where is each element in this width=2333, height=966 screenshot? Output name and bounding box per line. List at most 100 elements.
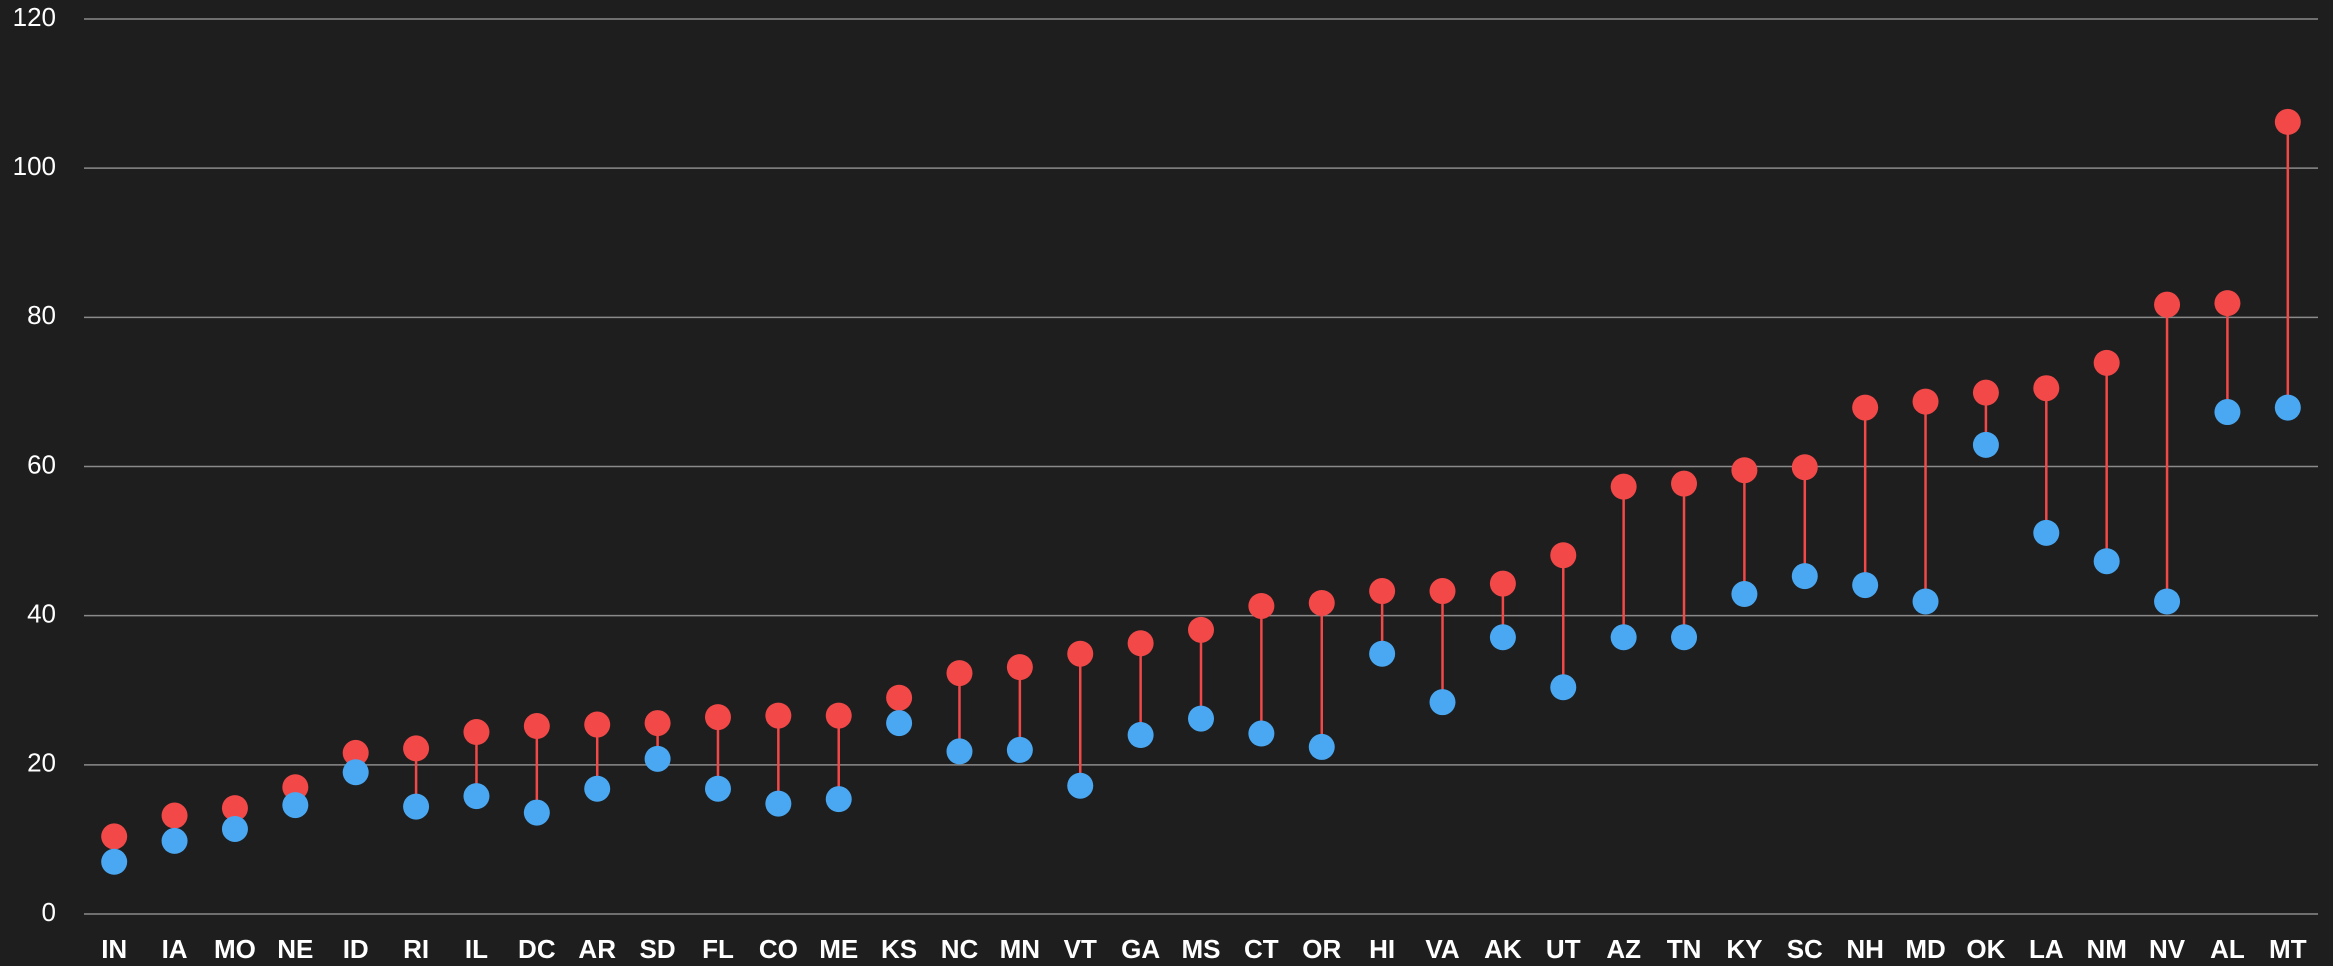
x-tick-label: AK bbox=[1484, 934, 1522, 964]
dot bbox=[1308, 733, 1335, 760]
dot bbox=[1671, 624, 1698, 651]
dot bbox=[342, 739, 369, 766]
dot bbox=[221, 795, 248, 822]
x-tick-label: MT bbox=[2269, 934, 2307, 964]
dot bbox=[644, 710, 671, 737]
dot bbox=[1791, 563, 1818, 590]
dot bbox=[1067, 640, 1094, 667]
dot bbox=[946, 660, 973, 687]
dot bbox=[1489, 570, 1516, 597]
x-tick-label: UT bbox=[1546, 934, 1581, 964]
dot bbox=[2033, 519, 2060, 546]
dot bbox=[1550, 674, 1577, 701]
dot bbox=[1791, 454, 1818, 481]
dot bbox=[523, 799, 550, 826]
dot bbox=[1248, 592, 1275, 619]
x-tick-label: CT bbox=[1244, 934, 1279, 964]
dot bbox=[1067, 772, 1094, 799]
x-tick-label: AR bbox=[578, 934, 616, 964]
dot bbox=[2214, 290, 2241, 317]
dot bbox=[1188, 616, 1214, 643]
x-tick-label: IA bbox=[162, 934, 188, 964]
x-tick-label: FL bbox=[702, 934, 734, 964]
dot bbox=[161, 827, 188, 854]
y-tick-label: 120 bbox=[13, 2, 56, 32]
dot bbox=[1308, 589, 1335, 616]
x-tick-label: ID bbox=[343, 934, 369, 964]
dot bbox=[282, 774, 309, 801]
dot bbox=[2274, 394, 2301, 421]
x-tick-label: VT bbox=[1064, 934, 1097, 964]
dot bbox=[1731, 581, 1758, 608]
x-tick-label: AZ bbox=[1606, 934, 1641, 964]
dot bbox=[523, 713, 550, 740]
dot bbox=[825, 702, 852, 729]
dot bbox=[946, 738, 973, 765]
dot bbox=[342, 759, 369, 786]
x-tick-label: TN bbox=[1667, 934, 1702, 964]
dot bbox=[2093, 349, 2120, 376]
dot bbox=[1127, 722, 1154, 748]
x-tick-label: VA bbox=[1425, 934, 1459, 964]
dot bbox=[886, 684, 913, 711]
dot bbox=[1671, 470, 1698, 497]
x-tick-label: ME bbox=[819, 934, 858, 964]
y-tick-label: 100 bbox=[13, 151, 56, 181]
x-tick-label: NM bbox=[2086, 934, 2126, 964]
dot bbox=[1429, 578, 1456, 605]
dot bbox=[1248, 720, 1275, 747]
dot bbox=[584, 711, 611, 738]
x-tick-label: IN bbox=[101, 934, 127, 964]
dot bbox=[403, 793, 430, 820]
dot bbox=[2154, 588, 2181, 615]
x-tick-label: MD bbox=[1905, 934, 1945, 964]
x-tick-label: NV bbox=[2149, 934, 2186, 964]
dot bbox=[1489, 624, 1516, 651]
dot bbox=[704, 775, 731, 802]
dot bbox=[463, 783, 490, 810]
dot bbox=[101, 848, 128, 875]
dot bbox=[1006, 654, 1033, 681]
x-tick-label: NE bbox=[277, 934, 313, 964]
dot bbox=[2093, 548, 2120, 575]
dot bbox=[765, 702, 792, 729]
x-tick-label: CO bbox=[759, 934, 798, 964]
dot bbox=[403, 735, 430, 762]
y-tick-label: 20 bbox=[27, 748, 56, 778]
dot bbox=[1429, 689, 1456, 716]
x-tick-label: AL bbox=[2210, 934, 2245, 964]
x-tick-label: OK bbox=[1966, 934, 2005, 964]
dot bbox=[1972, 379, 1999, 406]
dot bbox=[221, 815, 248, 842]
dot bbox=[765, 790, 792, 817]
dot bbox=[101, 823, 128, 850]
dot bbox=[825, 786, 852, 813]
dot bbox=[1972, 431, 1999, 458]
dot bbox=[1550, 542, 1577, 569]
x-tick-label: SD bbox=[640, 934, 676, 964]
dot bbox=[584, 775, 611, 802]
x-tick-label: MN bbox=[1000, 934, 1040, 964]
dot bbox=[1188, 705, 1214, 732]
dot bbox=[1731, 457, 1758, 484]
dot bbox=[161, 802, 188, 829]
x-tick-label: MS bbox=[1182, 934, 1221, 964]
dot bbox=[1610, 473, 1637, 500]
dot bbox=[644, 745, 671, 772]
dot bbox=[1610, 624, 1637, 651]
x-tick-label: KS bbox=[881, 934, 917, 964]
x-tick-label: MO bbox=[214, 934, 256, 964]
dot bbox=[704, 704, 731, 731]
x-tick-label: KY bbox=[1726, 934, 1762, 964]
x-tick-label: IL bbox=[465, 934, 488, 964]
x-tick-label: NC bbox=[941, 934, 979, 964]
x-tick-label: SC bbox=[1787, 934, 1823, 964]
y-tick-label: 60 bbox=[27, 449, 56, 479]
x-tick-label: DC bbox=[518, 934, 556, 964]
x-tick-label: LA bbox=[2029, 934, 2064, 964]
x-tick-label: GA bbox=[1121, 934, 1160, 964]
dot bbox=[1369, 578, 1396, 605]
x-tick-label: OR bbox=[1302, 934, 1341, 964]
